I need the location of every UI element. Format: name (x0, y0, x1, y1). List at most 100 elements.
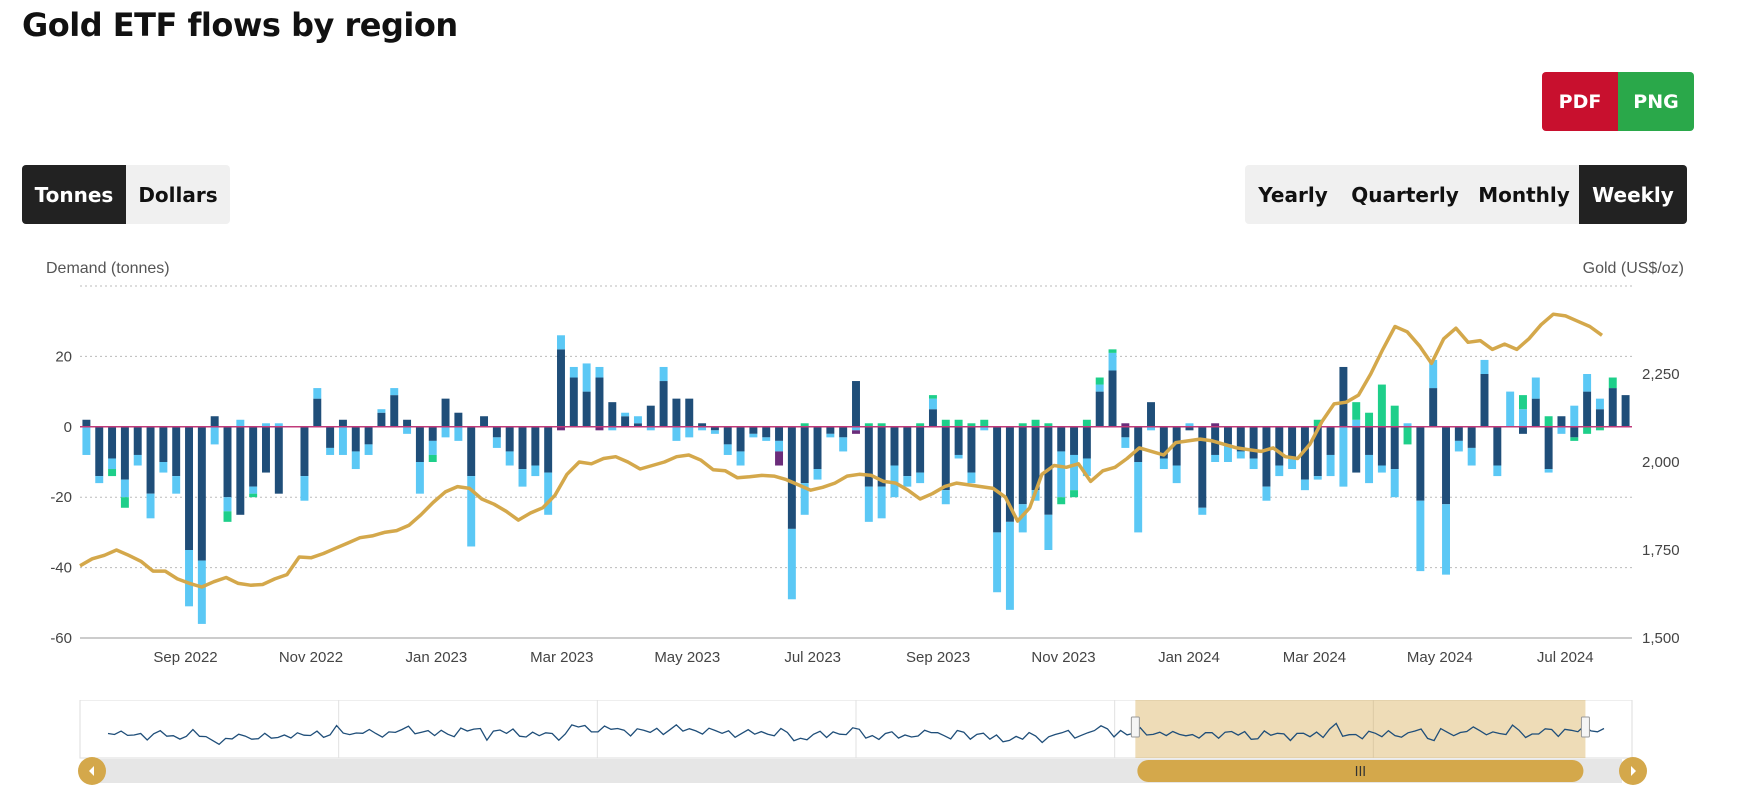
bar-series (80, 335, 1632, 624)
bar-europe (108, 458, 117, 470)
bar-north-america (608, 402, 617, 427)
x-tick-label: Mar 2024 (1283, 649, 1346, 666)
bar-north-america (338, 419, 347, 427)
bar-europe (1377, 465, 1386, 473)
bar-europe (1557, 426, 1566, 434)
range-navigator[interactable]: III (0, 700, 1743, 805)
bar-north-america (262, 426, 270, 473)
bar-europe (377, 409, 386, 413)
x-tick-label: Jan 2023 (406, 649, 468, 666)
bar-asia (428, 454, 437, 462)
tab-quarterly[interactable]: Quarterly (1351, 182, 1459, 207)
bar-europe (185, 550, 194, 607)
bar-north-america (1147, 402, 1155, 427)
bar-asia (1031, 419, 1040, 427)
bar-asia (928, 395, 937, 399)
bar-europe (1570, 405, 1579, 427)
bar-europe (1352, 419, 1361, 427)
bar-asia (1608, 377, 1617, 389)
export-pdf-button[interactable]: PDF (1542, 72, 1618, 131)
bar-north-america (1018, 426, 1027, 505)
etf-flows-chart: Demand (tonnes) Gold (US$/oz) 20 0 -20 -40 -… (46, 260, 1684, 666)
bar-north-america (197, 426, 206, 561)
bar-europe (1082, 458, 1091, 477)
bar-europe (133, 454, 142, 466)
bar-europe (1108, 352, 1117, 371)
bar-north-america (1108, 370, 1117, 427)
bar-asia (1095, 377, 1104, 385)
bar-europe (172, 476, 181, 494)
bar-europe (415, 462, 424, 494)
navigator-right-handle (1580, 716, 1590, 738)
tab-weekly[interactable]: Weekly (1579, 165, 1687, 224)
x-tick-label: Sep 2023 (906, 649, 970, 666)
right-axis-title: Gold (US$/oz) (1583, 260, 1684, 277)
bar-europe (1326, 454, 1335, 477)
bar-asia (108, 469, 117, 477)
navigator-left-handle (1130, 716, 1140, 738)
bar-europe (967, 472, 976, 484)
tab-tonnes[interactable]: Tonnes (22, 165, 126, 224)
bar-north-america (467, 426, 476, 477)
bar-north-america (1313, 426, 1322, 477)
bar-europe (557, 335, 565, 350)
bar-north-america (313, 398, 322, 427)
bar-europe (1159, 458, 1168, 470)
bar-europe (582, 363, 591, 392)
bar-north-america (210, 416, 219, 427)
tab-dollars[interactable]: Dollars (138, 182, 218, 207)
bar-north-america (236, 426, 245, 515)
bar-asia (954, 419, 963, 427)
bar-europe (1454, 440, 1463, 452)
bar-north-america (1275, 426, 1284, 466)
bar-asia (1583, 426, 1592, 434)
bar-europe (364, 444, 373, 455)
bar-europe (698, 426, 707, 431)
bar-asia (1544, 416, 1553, 427)
bar-europe (852, 426, 860, 431)
bar-europe (710, 430, 719, 434)
axes: 20 0 -20 -40 -60 2,250 2,000 1,750 1,500 Sep 2022… (50, 348, 1679, 666)
bar-other (1211, 423, 1220, 427)
bar-asia (941, 419, 950, 427)
bar-europe (403, 426, 412, 434)
navigator-line (107, 722, 1605, 746)
bar-asia (1108, 349, 1117, 353)
bar-europe (262, 423, 270, 427)
bar-europe (1583, 374, 1592, 392)
bar-europe (659, 366, 668, 382)
bar-north-america (1365, 426, 1374, 455)
bar-north-america (492, 426, 501, 438)
left-y-tick: -60 (50, 630, 72, 647)
bar-north-america (300, 426, 309, 477)
bar-north-america (672, 398, 681, 427)
bar-north-america (736, 426, 745, 452)
bar-north-america (1121, 426, 1130, 438)
tab-yearly[interactable]: Yearly (1258, 182, 1328, 207)
bar-north-america (1057, 426, 1066, 452)
tab-monthly[interactable]: Monthly (1478, 182, 1570, 207)
bar-other (557, 426, 565, 431)
bar-europe (1544, 469, 1553, 473)
bar-north-america (903, 426, 912, 477)
x-tick-label: Jan 2024 (1158, 649, 1220, 666)
bar-europe (274, 423, 283, 427)
bar-europe (1506, 391, 1515, 427)
x-tick-label: Jul 2023 (784, 649, 841, 666)
export-png-button[interactable]: PNG (1618, 72, 1694, 131)
bar-other (1121, 423, 1130, 427)
bar-north-america (813, 426, 822, 470)
bar-north-america (787, 426, 796, 529)
bar-europe (518, 469, 527, 487)
bar-europe (1005, 521, 1014, 610)
bar-north-america (928, 409, 937, 427)
bar-north-america (390, 395, 399, 427)
bar-asia (1044, 423, 1053, 427)
bar-europe (467, 476, 476, 547)
bar-other (775, 451, 784, 466)
bar-europe (1121, 437, 1130, 448)
bar-europe (1416, 500, 1425, 572)
bar-north-america (1583, 391, 1592, 427)
bar-europe (800, 483, 809, 515)
bar-europe (441, 426, 450, 438)
